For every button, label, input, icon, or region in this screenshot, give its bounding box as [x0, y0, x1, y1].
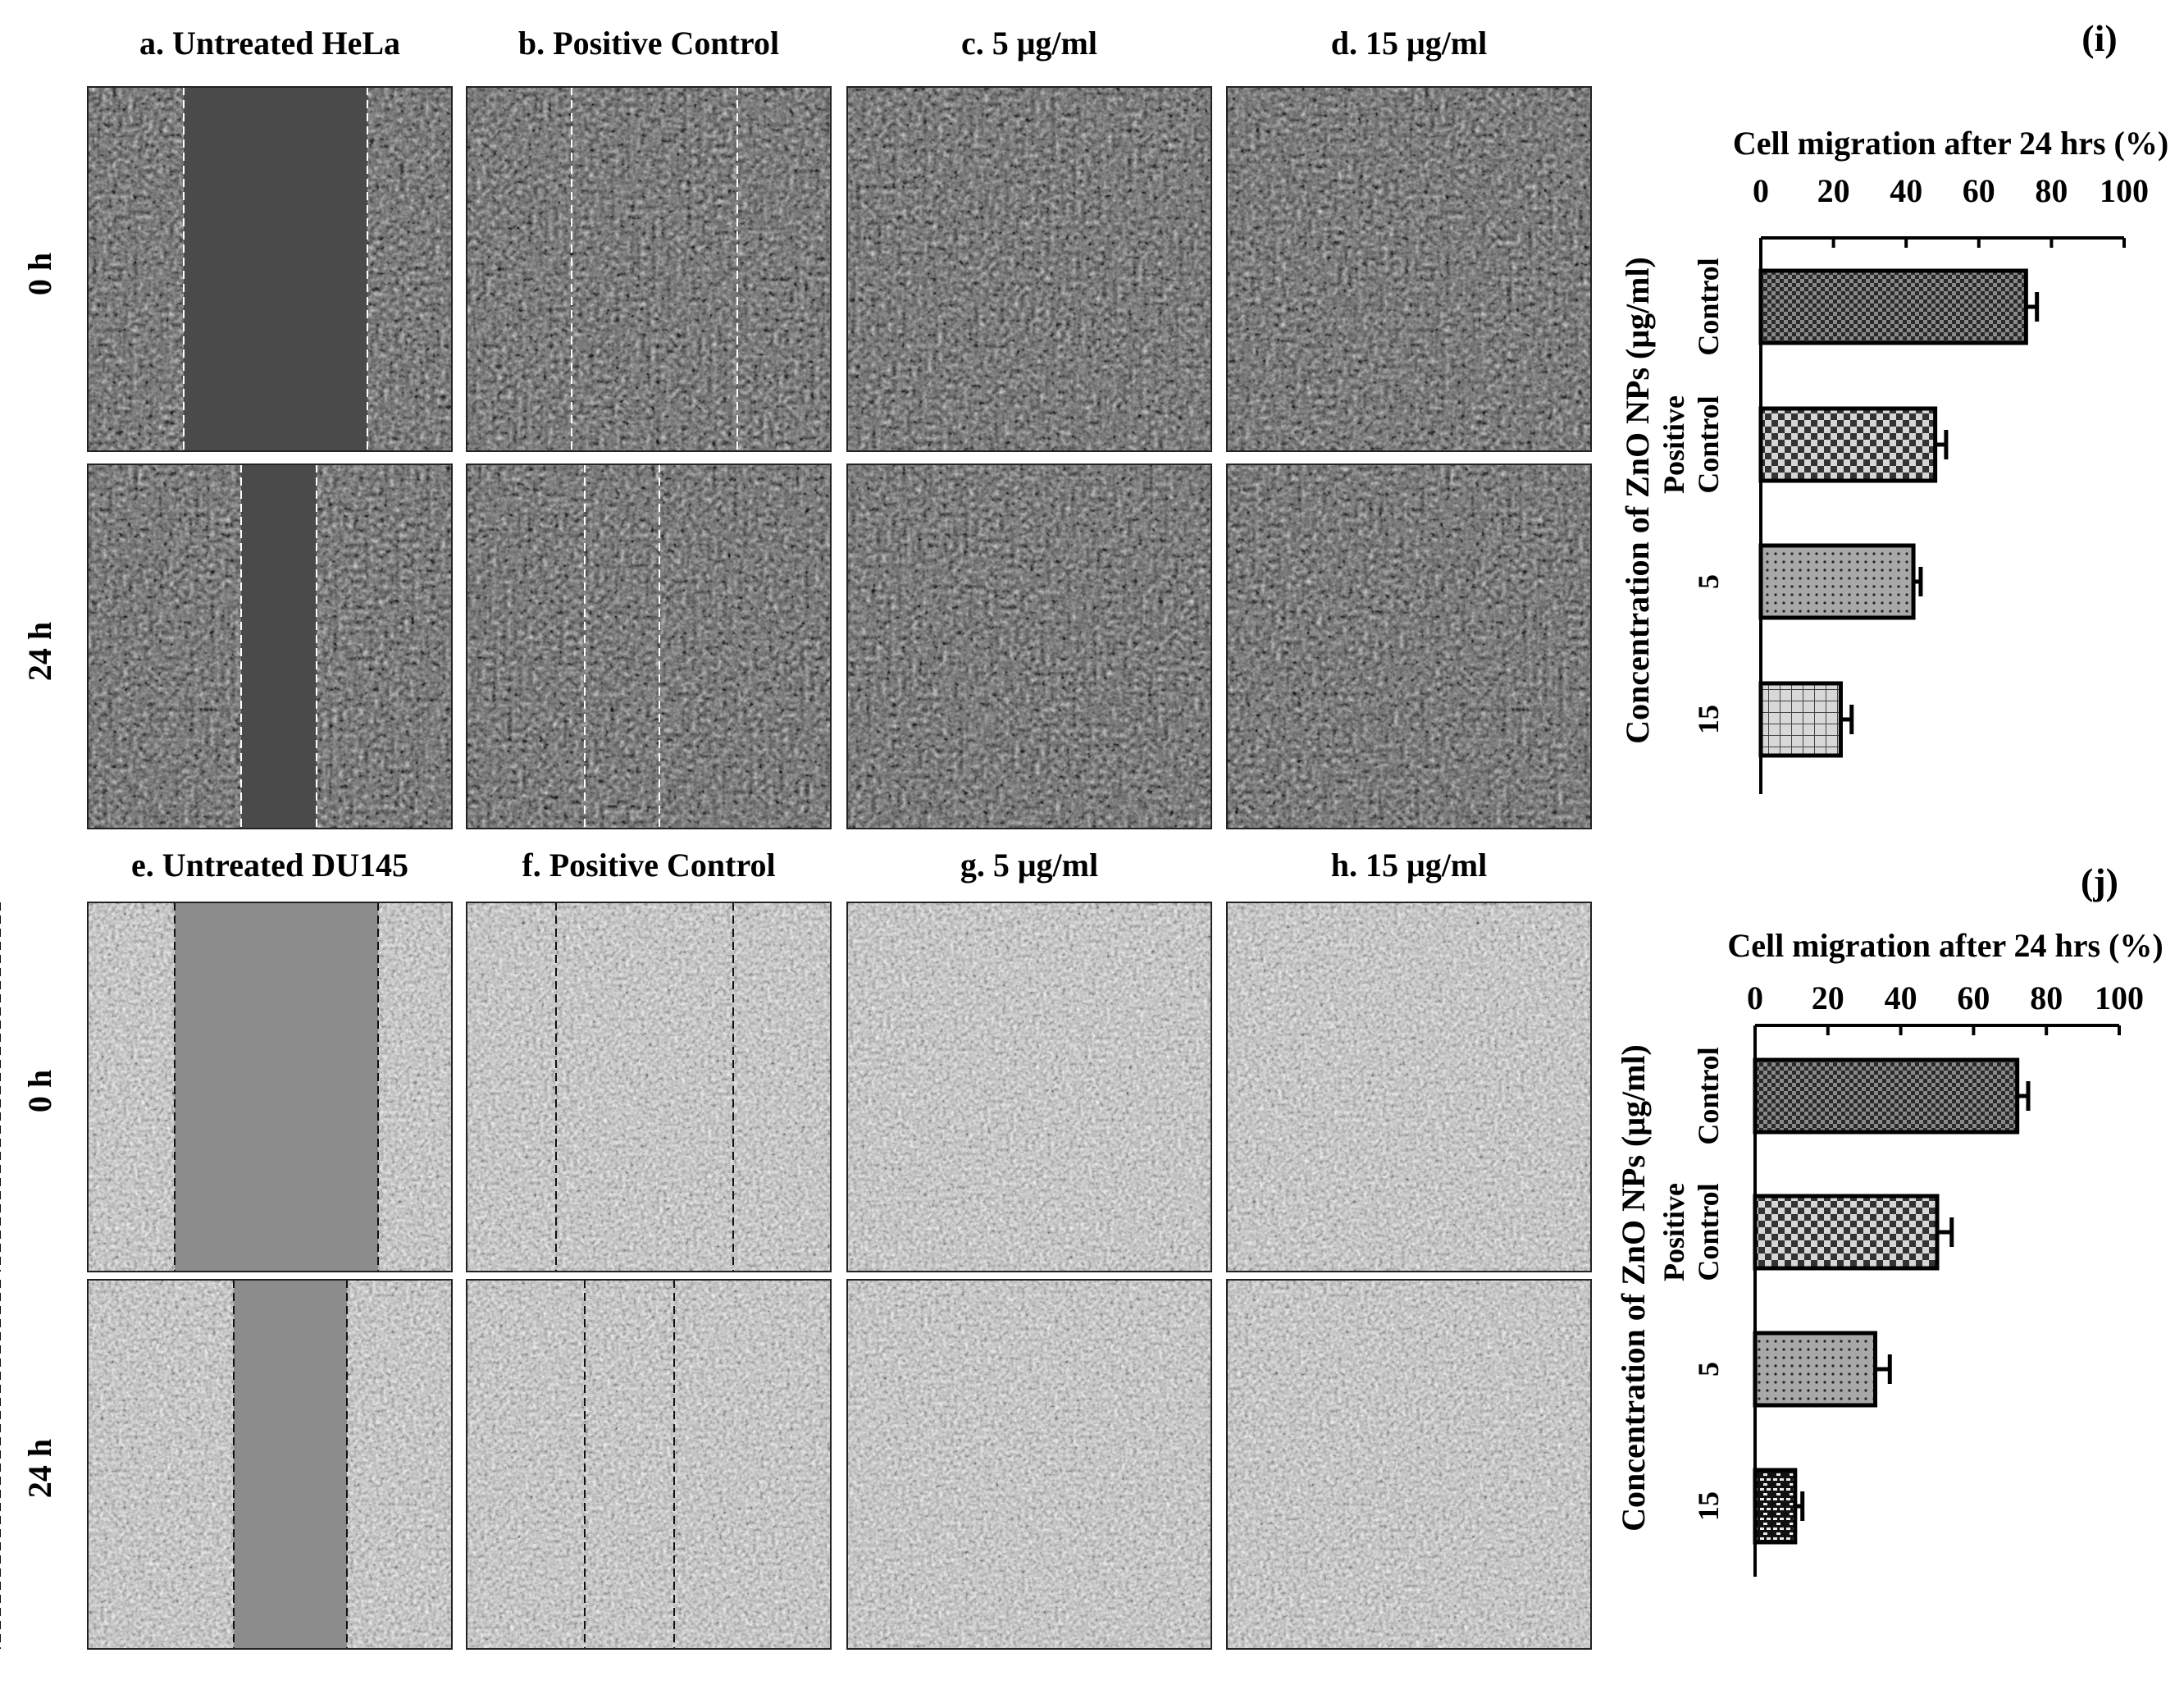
x-tick-label: 80 — [2035, 172, 2068, 209]
micrograph-panel — [87, 902, 453, 1272]
x-tick-label: 20 — [1817, 172, 1850, 209]
x-tick-label: 100 — [2095, 979, 2144, 1016]
micrograph-panel — [0, 1279, 1212, 1650]
y-axis-label: Concentration of ZnO NPs (μg/ml) — [1615, 1044, 1652, 1532]
bar — [1758, 268, 2028, 345]
row-label: 24 h — [21, 622, 58, 681]
micrograph-panel — [0, 902, 1592, 1272]
x-tick-label: 0 — [1747, 979, 1763, 1016]
y-axis-label: Concentration of ZnO NPs (μg/ml) — [1619, 257, 1656, 744]
wound-gap — [175, 902, 378, 1272]
micrograph-panel — [0, 86, 1212, 452]
bar-chart-1: (j) Cell migration after 24 hrs (%) 0 20 40 6… — [1615, 861, 2163, 1577]
category-label: Positive — [1657, 1183, 1690, 1281]
bar-chart-0: (i) Cell migration after 24 hrs (%) 0 20 40 6… — [1619, 17, 2168, 794]
category-label: Control — [1692, 1183, 1725, 1281]
category-label: 15 — [1692, 1491, 1725, 1521]
micrograph-panel — [0, 463, 1212, 829]
category-label: Control — [1692, 395, 1725, 493]
micrograph-grid: a. Untreated HeLa b. Positive Control c. 5… — [0, 25, 1592, 1650]
x-tick-label: 20 — [1812, 979, 1844, 1016]
micrograph-panel — [87, 86, 453, 452]
category-label: 5 — [1692, 1362, 1725, 1377]
x-tick-label: 60 — [1957, 979, 1990, 1016]
category-label: 5 — [1692, 574, 1725, 589]
wound-gap — [184, 87, 367, 451]
micrograph-panel — [466, 86, 832, 452]
micrograph-panel — [0, 1279, 1592, 1650]
bar — [1753, 1468, 1798, 1545]
micrograph-panel — [466, 902, 832, 1272]
column-label: g. 5 μg/ml — [960, 847, 1098, 884]
x-tick-label: 40 — [1885, 979, 1917, 1016]
x-tick-label: 80 — [2030, 979, 2063, 1016]
chart-title: Cell migration after 24 hrs (%) — [1733, 125, 2168, 162]
column-label: b. Positive Control — [518, 25, 779, 62]
category-label: Positive — [1657, 395, 1690, 494]
column-label: f. Positive Control — [522, 847, 775, 884]
micrograph-panel — [466, 463, 832, 829]
category-label: Control — [1692, 1047, 1725, 1144]
category-label: 15 — [1692, 705, 1725, 734]
wound-gap — [241, 464, 317, 829]
panel-label: (j) — [2081, 861, 2118, 902]
bar — [1758, 543, 1916, 620]
x-tick-label: 0 — [1753, 172, 1769, 209]
micrograph-panel — [0, 463, 1592, 829]
row-label: 0 h — [21, 253, 58, 295]
column-label: a. Untreated HeLa — [139, 25, 400, 62]
x-tick-label: 100 — [2100, 172, 2149, 209]
row-label: 24 h — [21, 1439, 58, 1498]
row-label: 0 h — [21, 1070, 58, 1112]
bar — [1753, 1194, 1940, 1271]
micrograph-panel — [87, 463, 453, 829]
chart-title: Cell migration after 24 hrs (%) — [1727, 927, 2163, 964]
bar — [1753, 1057, 2020, 1135]
x-tick-label: 60 — [1963, 172, 1995, 209]
micrograph-panel — [0, 902, 1212, 1272]
bar — [1753, 1331, 1878, 1408]
category-label: Control — [1692, 258, 1725, 355]
x-tick-label: 40 — [1890, 172, 1922, 209]
column-label: c. 5 μg/ml — [961, 25, 1097, 62]
column-label: e. Untreated DU145 — [131, 847, 408, 884]
micrograph-panel — [466, 1279, 832, 1650]
charts: (i) Cell migration after 24 hrs (%) 0 20 40 6… — [1615, 17, 2168, 1577]
column-label: d. 15 μg/ml — [1331, 25, 1487, 62]
bar — [1758, 681, 1843, 758]
micrograph-panel — [87, 1279, 453, 1650]
panel-label: (i) — [2081, 17, 2117, 59]
bar — [1758, 406, 1938, 483]
column-label: h. 15 μg/ml — [1331, 847, 1487, 884]
wound-gap — [234, 1280, 347, 1649]
micrograph-panel — [0, 86, 1592, 452]
